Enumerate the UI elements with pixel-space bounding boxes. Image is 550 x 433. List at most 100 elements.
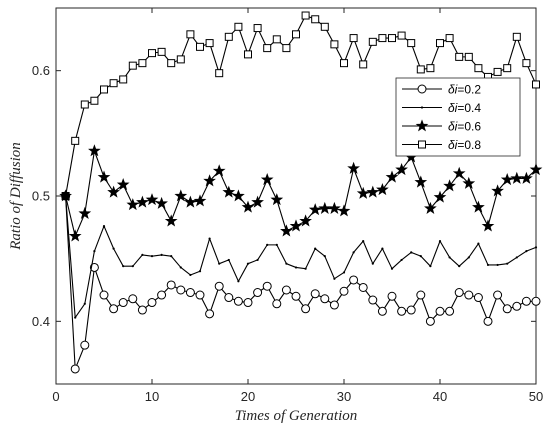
data-point <box>291 291 301 301</box>
data-point <box>310 289 320 299</box>
x-tick-label: 40 <box>433 389 447 404</box>
y-tick-label: 0.4 <box>32 314 50 329</box>
data-point <box>362 240 365 243</box>
data-point <box>349 34 358 43</box>
data-point <box>304 267 307 270</box>
data-point <box>281 285 291 295</box>
data-point <box>118 298 128 308</box>
data-point <box>234 22 243 31</box>
data-point <box>443 179 456 192</box>
data-point <box>521 296 531 306</box>
data-point <box>232 189 245 202</box>
data-point <box>131 265 134 268</box>
data-point <box>170 255 173 258</box>
data-point <box>435 306 445 316</box>
data-point <box>174 189 188 202</box>
data-point <box>282 44 291 53</box>
data-point <box>93 250 96 253</box>
data-point <box>224 32 233 41</box>
data-point <box>116 178 130 191</box>
data-point <box>347 161 360 174</box>
data-point <box>208 237 211 240</box>
data-point <box>481 219 495 232</box>
data-point <box>452 166 466 179</box>
data-point <box>520 171 533 184</box>
data-point <box>224 293 234 303</box>
legend-box <box>395 77 521 157</box>
axis-ticks: 0 10 20 30 40 50 0.4 0.5 0.6 <box>32 8 543 404</box>
data-point <box>329 300 339 310</box>
data-point <box>416 65 425 74</box>
x-axis-label: Times of Generation <box>235 408 358 424</box>
data-point <box>359 60 368 69</box>
data-point <box>454 288 464 298</box>
data-point <box>99 290 109 300</box>
data-point <box>109 79 118 88</box>
data-point <box>179 266 182 269</box>
data-point <box>203 174 216 187</box>
data-point <box>500 173 514 186</box>
data-point <box>71 136 80 145</box>
series-layer <box>59 11 543 374</box>
x-tick-label: 0 <box>52 389 59 404</box>
data-point <box>136 195 149 208</box>
data-point <box>436 39 444 48</box>
data-point <box>195 290 205 300</box>
data-point <box>160 253 163 257</box>
data-point <box>150 255 154 258</box>
data-point <box>198 270 202 273</box>
data-point <box>141 253 144 257</box>
data-point <box>371 262 374 265</box>
data-point <box>455 52 464 61</box>
legend-item: δi=0.4 <box>402 101 481 115</box>
data-point <box>493 290 503 300</box>
data-point <box>532 80 540 89</box>
data-point <box>534 246 538 249</box>
data-point <box>491 184 504 197</box>
legend-label: δi=0.6 <box>448 119 481 133</box>
data-point <box>262 281 272 291</box>
x-tick-label: 10 <box>145 389 159 404</box>
data-point <box>472 200 485 213</box>
data-point <box>458 265 461 268</box>
data-point <box>233 296 243 306</box>
data-point <box>272 299 282 309</box>
legend-marker <box>420 106 424 109</box>
data-point <box>83 302 86 305</box>
legend-label: δi=0.2 <box>448 82 481 96</box>
data-point <box>503 64 512 73</box>
data-point <box>486 263 490 267</box>
data-point <box>227 258 230 262</box>
data-point <box>102 224 106 228</box>
data-point <box>68 229 82 242</box>
data-point <box>270 193 284 206</box>
data-point <box>368 295 378 305</box>
data-point <box>272 35 281 44</box>
data-point <box>462 176 476 189</box>
data-point <box>333 277 336 280</box>
data-point <box>256 258 259 262</box>
data-point <box>241 200 255 213</box>
data-point <box>406 305 416 315</box>
legend-item: δi=0.8 <box>402 138 481 152</box>
data-point <box>266 243 269 246</box>
legend-label: δi=0.4 <box>448 101 481 115</box>
data-point <box>395 163 408 176</box>
data-point <box>320 22 329 31</box>
plot-area <box>55 7 537 385</box>
data-point <box>260 173 274 186</box>
series-1 <box>61 191 541 374</box>
data-point <box>148 49 156 58</box>
data-point <box>176 55 185 64</box>
data-point <box>525 250 528 253</box>
data-point <box>80 100 89 109</box>
data-point <box>185 288 195 298</box>
data-point <box>147 298 157 308</box>
data-point <box>212 164 226 177</box>
data-point <box>368 37 377 46</box>
data-point <box>244 50 252 59</box>
data-point <box>426 64 435 73</box>
data-point <box>377 306 387 316</box>
data-point <box>253 288 263 298</box>
data-point <box>330 40 339 49</box>
